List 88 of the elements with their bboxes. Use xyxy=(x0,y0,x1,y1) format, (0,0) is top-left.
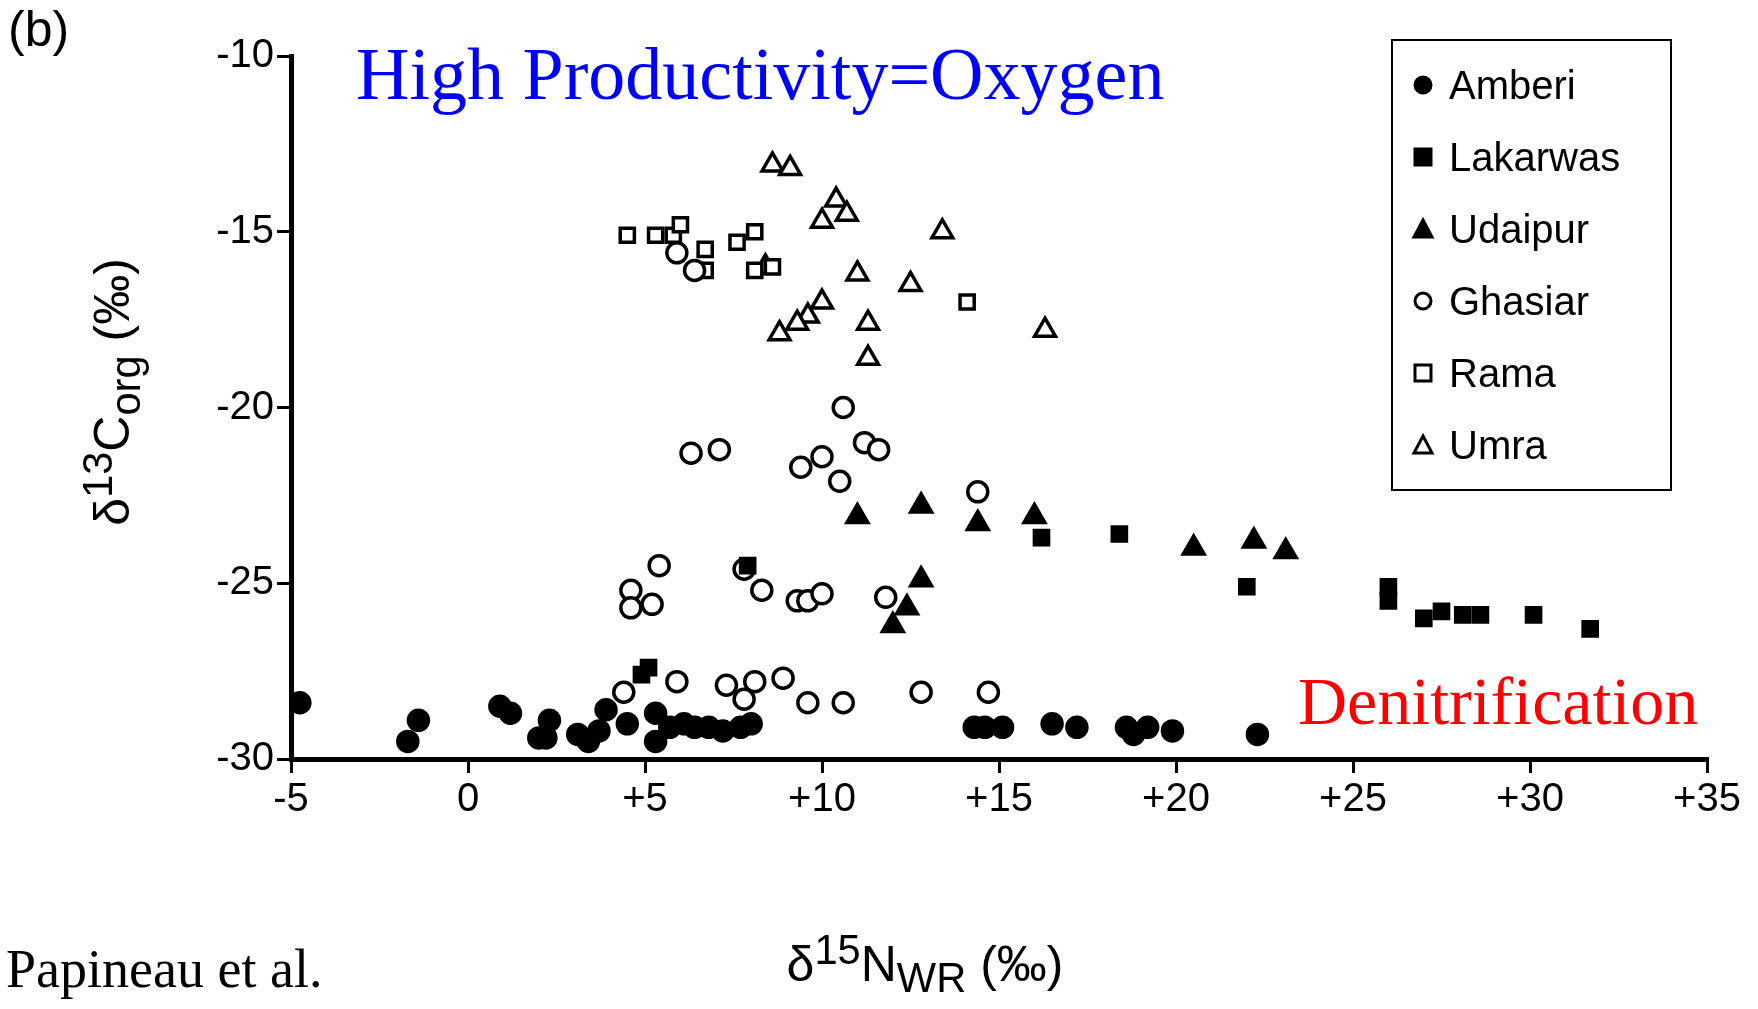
x-tick-label: +30 xyxy=(1496,775,1564,820)
point xyxy=(866,437,891,462)
x-tick-label: +5 xyxy=(622,775,668,820)
point xyxy=(498,701,523,726)
x-tick-label: +25 xyxy=(1319,775,1387,820)
point xyxy=(1453,606,1472,624)
point xyxy=(1379,592,1398,610)
point xyxy=(958,293,976,311)
point xyxy=(739,712,763,736)
point xyxy=(396,729,420,754)
point xyxy=(810,582,834,606)
x-tick-label: +15 xyxy=(965,775,1033,820)
point xyxy=(1524,606,1543,624)
point xyxy=(990,715,1015,740)
y-tick-label: -25 xyxy=(216,558,274,603)
point xyxy=(728,233,746,252)
point xyxy=(1432,602,1451,621)
point xyxy=(745,261,764,280)
point xyxy=(1245,722,1270,747)
legend-label: Rama xyxy=(1449,350,1556,396)
point xyxy=(1032,528,1051,547)
point xyxy=(640,592,664,617)
x-tick-label: +10 xyxy=(788,775,856,820)
point xyxy=(966,480,990,504)
point xyxy=(1471,606,1490,624)
point xyxy=(732,687,756,711)
point xyxy=(696,240,714,259)
y-tick-label: -10 xyxy=(216,31,274,76)
point xyxy=(632,665,651,684)
point xyxy=(714,673,739,697)
point xyxy=(796,691,820,715)
point xyxy=(707,437,732,462)
point xyxy=(665,669,689,694)
point xyxy=(594,698,618,722)
point xyxy=(976,680,1001,704)
point xyxy=(742,669,767,694)
point xyxy=(810,444,834,469)
point xyxy=(1040,712,1064,736)
point xyxy=(615,712,640,736)
text: (b) xyxy=(8,0,70,58)
legend-label: Amberi xyxy=(1449,62,1576,108)
y-tick-label: -15 xyxy=(216,206,274,251)
point xyxy=(647,553,671,578)
point xyxy=(1110,525,1129,543)
x-tick-label: 0 xyxy=(456,775,480,820)
x-tick-label: +20 xyxy=(1142,775,1210,820)
point xyxy=(827,469,852,494)
point xyxy=(618,226,637,245)
point xyxy=(738,556,757,575)
y-tick-label: -30 xyxy=(216,734,274,779)
point xyxy=(750,578,774,603)
annotation: High Productivity=Oxygen xyxy=(356,32,1165,117)
point xyxy=(1065,715,1089,740)
point xyxy=(612,680,636,704)
point xyxy=(643,701,668,726)
point xyxy=(682,258,707,283)
point xyxy=(789,455,813,480)
point xyxy=(1237,577,1256,596)
x-tick-label: -5 xyxy=(273,775,309,820)
legend-label: Ghasiar xyxy=(1449,278,1590,324)
annotation: Denitrification xyxy=(1298,662,1699,741)
point xyxy=(1160,719,1185,743)
point xyxy=(831,691,855,715)
point xyxy=(665,241,689,265)
x-axis-title: δ$^{15}$N$_{WR}$ (‰) xyxy=(786,925,1064,1003)
point xyxy=(1135,715,1160,740)
y-tick-label: -20 xyxy=(216,382,274,427)
point xyxy=(646,226,665,245)
point xyxy=(745,222,764,241)
point xyxy=(679,441,703,465)
point xyxy=(763,258,782,276)
point xyxy=(1581,620,1599,638)
point xyxy=(831,395,855,420)
legend-label: Umra xyxy=(1449,422,1547,468)
point xyxy=(406,708,431,733)
point xyxy=(711,719,735,743)
point xyxy=(671,215,690,234)
legend-label: Udaipur xyxy=(1449,206,1590,252)
point xyxy=(771,666,795,690)
point xyxy=(587,719,611,743)
text: Papineau et al. xyxy=(6,938,323,1000)
x-tick-label: +35 xyxy=(1673,775,1741,820)
point xyxy=(619,596,643,620)
point xyxy=(909,680,933,704)
point xyxy=(873,585,898,610)
point xyxy=(1414,609,1433,628)
legend-label: Lakarwas xyxy=(1449,134,1621,180)
point xyxy=(643,729,668,754)
